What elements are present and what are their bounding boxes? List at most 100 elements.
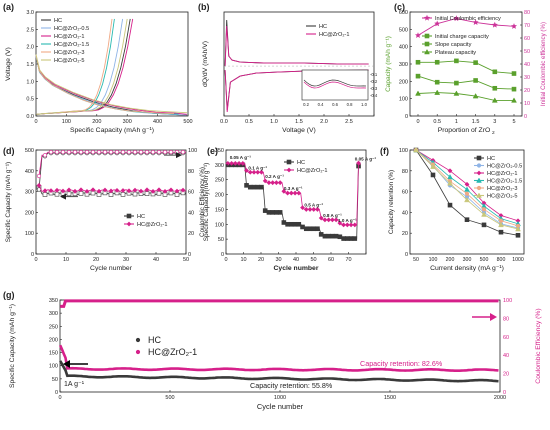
rate-marker — [270, 180, 276, 186]
x-axis-tick-label: 2.0 — [320, 119, 328, 125]
inset-curve — [303, 81, 367, 89]
y-axis-tick-label: 400 — [399, 45, 408, 51]
rate-marker — [344, 222, 350, 228]
rate-marker — [318, 215, 324, 221]
rate-marker — [266, 180, 272, 186]
x-axis-tick-label: 400 — [153, 119, 162, 125]
rate-marker — [333, 217, 339, 223]
ce-marker — [144, 149, 150, 155]
legend-4-label: HC@ZrO₂-3 — [54, 50, 85, 56]
legend-0-label: HC — [54, 18, 62, 24]
y-axis-title: Specific Capacity (mAh g⁻¹) — [5, 162, 12, 242]
dqdv-charge-curve — [224, 19, 369, 67]
y2-axis-tick-label: 40 — [524, 62, 530, 68]
legend-marker-1 — [135, 349, 141, 355]
y-axis-tick-label: 40 — [402, 210, 408, 216]
x-axis-tick-label: 5 — [512, 119, 515, 125]
y-axis-tick-label: 1.0 — [26, 79, 34, 85]
legend-5-marker — [476, 192, 482, 198]
series-marker-3 — [453, 90, 460, 96]
x-axis-tick-label: 50 — [413, 257, 419, 263]
inset-x-tick-label: 1.0 — [361, 102, 367, 107]
y-axis-tick-label: 500 — [399, 27, 408, 33]
rate-marker — [352, 222, 358, 228]
retention-marker — [447, 180, 453, 186]
ce-marker — [180, 149, 186, 155]
retention-marker — [464, 191, 470, 196]
rate-marker — [337, 220, 343, 226]
rate-marker — [259, 184, 264, 190]
inset-y-tick-label: -0.1 — [370, 72, 378, 77]
x-axis-tick-label: 500 — [165, 395, 174, 401]
legend-3-label: Plateau capacity — [435, 50, 476, 56]
ce-band — [60, 299, 499, 308]
x-axis-title: Voltage (V) — [282, 127, 316, 134]
y2-axis-tick-label: 80 — [524, 10, 530, 16]
zr-capacity-band — [59, 344, 499, 373]
legend-0-label: HC — [137, 214, 145, 220]
y-axis-tick-label: 250 — [49, 324, 58, 330]
rate-marker — [262, 208, 268, 213]
x-axis-tick-label: 10 — [240, 257, 246, 263]
y2-axis-tick-label: 30 — [524, 75, 530, 81]
ce-marker — [120, 149, 126, 155]
retention-marker — [413, 146, 419, 153]
series-marker-0 — [453, 15, 460, 22]
x-axis-tick-label: 50 — [183, 257, 189, 263]
rate-marker — [255, 169, 261, 175]
ce-line-0 — [38, 152, 186, 190]
x-axis-tick-label: 3 — [493, 119, 496, 125]
panel-label: (c) — [394, 2, 405, 12]
capacity-marker — [66, 191, 72, 197]
retention-marker — [481, 200, 487, 206]
capacity-marker — [168, 187, 174, 193]
legend-1-label: HC@ZrO₂-0.5 — [487, 164, 522, 170]
ce-marker — [84, 149, 90, 155]
y2-axis-tick-label: 0 — [524, 114, 527, 120]
y-axis-tick-label: 350 — [215, 148, 224, 154]
y-axis-title: dQ/dV (mAh/V) — [202, 41, 209, 87]
y2-axis-tick-label: 10 — [524, 101, 530, 107]
rate-label: 0.2 A g⁻¹ — [265, 174, 284, 179]
y-axis-tick-label: 400 — [25, 169, 34, 175]
rate-label: 0.8 A g⁻¹ — [323, 213, 342, 218]
rate-marker — [281, 220, 287, 225]
chart-f: (f) 50 100 200 300 500 800 1000 0 20 40 60 80 100 Curr… — [380, 146, 525, 272]
legend-0-label: HC — [319, 24, 327, 30]
capacity-marker — [114, 187, 120, 193]
rate-marker — [322, 233, 328, 239]
rate-marker — [303, 207, 309, 212]
capacity-marker — [60, 188, 66, 194]
retention-marker — [498, 229, 504, 235]
series-marker-2 — [473, 78, 478, 83]
y-axis-tick-label: 600 — [399, 10, 408, 16]
x-axis-tick-label: 40 — [153, 257, 159, 263]
capacity-marker — [96, 188, 102, 194]
rate-marker — [315, 207, 320, 212]
x-axis-title: Cycle number — [274, 265, 319, 272]
y2-axis-tick-label: 40 — [188, 210, 194, 216]
legend-marker-0 — [135, 337, 141, 343]
y-axis-tick-label: 0 — [405, 252, 408, 258]
y-axis-tick-label: 250 — [215, 178, 224, 184]
y-axis-tick-label: 20 — [402, 231, 408, 237]
panel-label: (g) — [3, 290, 15, 300]
capacity-marker — [150, 188, 156, 194]
retention-marker — [447, 202, 453, 208]
inset-x-tick-label: 0.2 — [303, 102, 309, 107]
ce-marker — [138, 149, 144, 155]
y-axis-tick-label: 100 — [399, 97, 408, 103]
rate-marker — [285, 190, 290, 196]
dqdv-charge-curve — [224, 25, 369, 67]
x-axis-tick-label: 500 — [480, 257, 489, 263]
x-axis-tick-label: 0 — [416, 119, 419, 125]
rate-marker — [315, 226, 320, 232]
x-axis-tick-label: 0.0 — [220, 119, 228, 125]
retention-annotation-hc: Capacity retention: 55.8% — [250, 381, 333, 390]
rate-line-0 — [227, 164, 361, 239]
legend-1-label: Initial charge capacity — [435, 34, 489, 40]
legend-1-label: HC@ZrO₂-1 — [319, 32, 350, 38]
series-marker-1 — [454, 58, 459, 64]
y-axis-tick-label: 200 — [399, 79, 408, 85]
